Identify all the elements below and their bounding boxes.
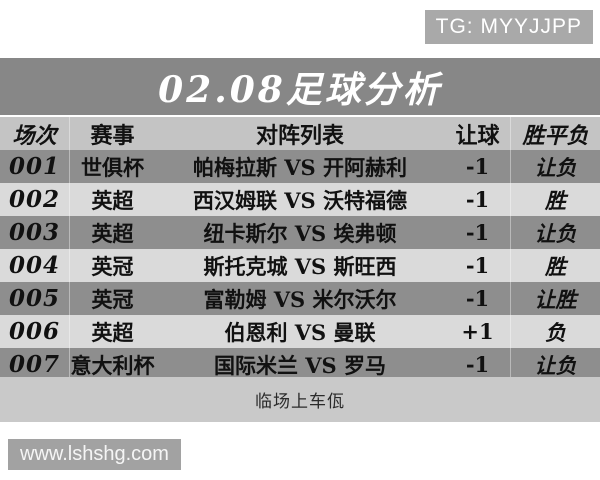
cell-handicap: -1 [465, 220, 490, 245]
header-league: 赛事 [90, 122, 135, 149]
cell-league: 英冠 [91, 286, 134, 312]
title-bar: 02.08足球分析 [0, 58, 600, 115]
cell-match-no: 001 [0, 150, 70, 183]
cell-pick: 让负 [510, 216, 600, 249]
cell-pick: 让负 [510, 348, 600, 381]
cell-matchup: 西汉姆联 VS 沃特福德 [192, 187, 408, 213]
table-row: 004 英冠 斯托克城 VS 斯旺西 -1 胜 [0, 249, 600, 282]
tg-contact-badge: TG: MYYJJPP [424, 10, 593, 44]
header-matchup: 对阵列表 [255, 122, 344, 149]
cell-handicap: -1 [465, 286, 490, 311]
table-row: 003 英超 纽卡斯尔 VS 埃弗顿 -1 让负 [0, 216, 600, 249]
cell-matchup: 帕梅拉斯 VS 开阿赫利 [192, 154, 408, 180]
cell-handicap: -1 [465, 154, 490, 179]
cell-match-no: 002 [0, 183, 70, 216]
cell-match-no: 006 [0, 315, 70, 348]
table-body: 001 世俱杯 帕梅拉斯 VS 开阿赫利 -1 让负 002 英超 西汉姆联 V… [0, 150, 600, 381]
cell-match-no: 007 [0, 348, 70, 381]
cell-handicap: -1 [465, 352, 490, 377]
cell-match-no: 004 [0, 249, 70, 282]
header-result: 胜平负 [510, 117, 600, 150]
cell-league: 英超 [91, 220, 134, 246]
table-row: 002 英超 西汉姆联 VS 沃特福德 -1 胜 [0, 183, 600, 216]
cell-matchup: 斯托克城 VS 斯旺西 [203, 253, 397, 279]
cell-pick: 胜 [510, 249, 600, 282]
cell-matchup: 富勒姆 VS 米尔沃尔 [203, 286, 397, 312]
footer-note: 临场上车佤 [255, 392, 345, 412]
cell-handicap: -1 [465, 253, 490, 278]
cell-matchup: 伯恩利 VS 曼联 [224, 319, 376, 345]
cell-league: 英超 [91, 319, 134, 345]
cell-league: 意大利杯 [70, 352, 155, 378]
cell-handicap: -1 [465, 187, 490, 212]
footer-strip: 临场上车佤 [0, 377, 600, 422]
table-row: 007 意大利杯 国际米兰 VS 罗马 -1 让负 [0, 348, 600, 381]
cell-league: 英超 [91, 187, 134, 213]
cell-pick: 负 [510, 315, 600, 348]
cell-matchup: 纽卡斯尔 VS 埃弗顿 [203, 220, 397, 246]
table-row: 006 英超 伯恩利 VS 曼联 +1 负 [0, 315, 600, 348]
cell-pick: 让胜 [510, 282, 600, 315]
cell-pick: 让负 [510, 150, 600, 183]
site-url-badge: www.lshshg.com [8, 439, 181, 470]
page-title: 02.08足球分析 [158, 68, 442, 111]
matches-table: 场次 赛事 对阵列表 让球 胜平负 001 世俱杯 帕梅拉斯 VS 开阿赫利 -… [0, 117, 600, 381]
table-row: 005 英冠 富勒姆 VS 米尔沃尔 -1 让胜 [0, 282, 600, 315]
cell-match-no: 003 [0, 216, 70, 249]
cell-pick: 胜 [510, 183, 600, 216]
cell-matchup: 国际米兰 VS 罗马 [213, 352, 387, 378]
cell-handicap: +1 [461, 319, 494, 344]
cell-league: 英冠 [91, 253, 134, 279]
table-row: 001 世俱杯 帕梅拉斯 VS 开阿赫利 -1 让负 [0, 150, 600, 183]
header-match-no: 场次 [0, 117, 70, 150]
header-handicap: 让球 [455, 122, 500, 149]
table-header-row: 场次 赛事 对阵列表 让球 胜平负 [0, 117, 600, 150]
cell-match-no: 005 [0, 282, 70, 315]
cell-league: 世俱杯 [81, 154, 144, 180]
